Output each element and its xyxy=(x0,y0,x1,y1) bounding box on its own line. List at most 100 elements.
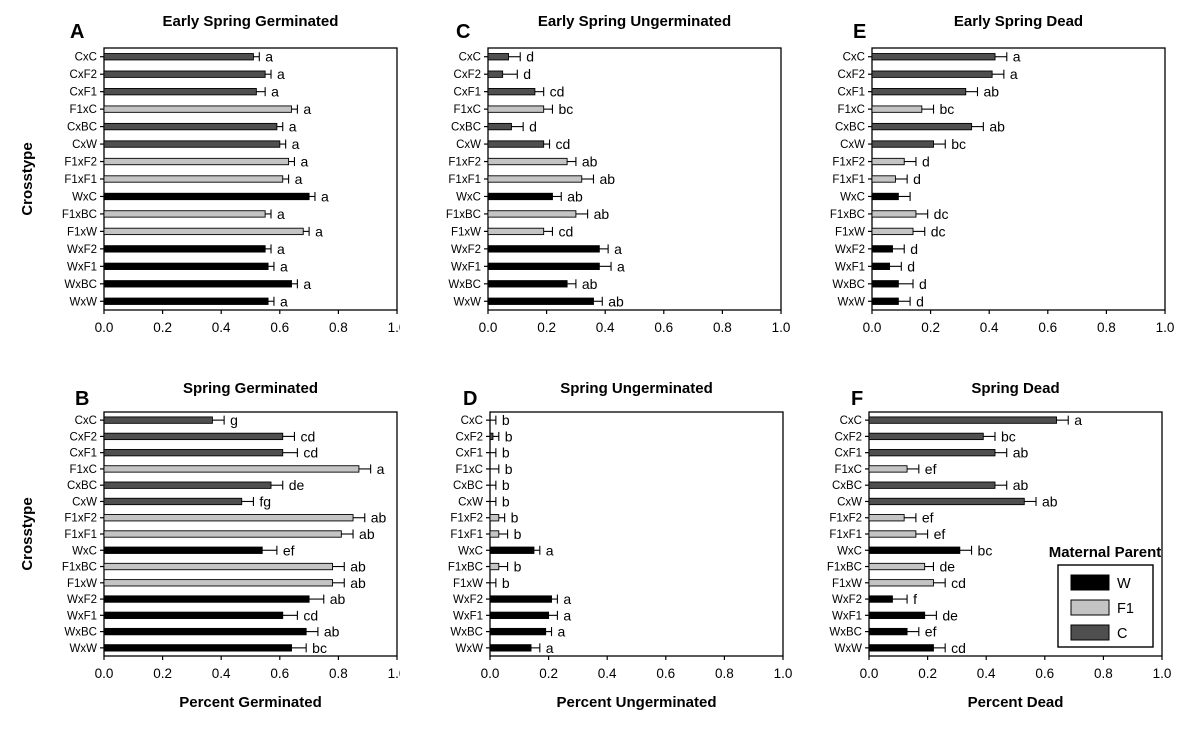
bar xyxy=(871,175,896,183)
category-label: WxW xyxy=(454,296,482,308)
category-label: CxC xyxy=(75,415,97,427)
x-tick-label: 0.8 xyxy=(329,320,348,335)
category-label: F1xF2 xyxy=(448,157,481,169)
category-label: CxW xyxy=(72,496,97,508)
category-label: CxF2 xyxy=(835,431,862,443)
significance-letter: a xyxy=(303,276,311,292)
significance-letter: bc xyxy=(1001,428,1016,444)
significance-letter: a xyxy=(289,119,297,135)
bar xyxy=(487,105,545,113)
bar xyxy=(489,514,500,522)
category-label: F1xBC xyxy=(448,562,483,574)
x-tick-label: 0.4 xyxy=(596,320,615,335)
panel-spring-germinated: B Spring Germinated 0.0 0.2 0.4 0.6 0.8 1.0 CxC g… xyxy=(19,380,400,711)
category-label: WxBC xyxy=(64,279,97,291)
significance-letter: a xyxy=(315,223,323,239)
x-tick-label: 1.0 xyxy=(1156,320,1175,335)
significance-letter: a xyxy=(1010,66,1018,82)
bar xyxy=(871,297,899,305)
significance-letter: a xyxy=(614,241,622,257)
bar xyxy=(103,546,263,554)
x-tick-label: 0.4 xyxy=(212,320,231,335)
x-tick-label: 0.4 xyxy=(212,666,231,681)
x-tick-label: 0.0 xyxy=(481,666,500,681)
category-label: F1xC xyxy=(454,104,481,116)
significance-letter: de xyxy=(289,477,305,493)
significance-letter: b xyxy=(502,412,510,428)
significance-letter: a xyxy=(377,461,385,477)
category-label: WxF1 xyxy=(832,610,862,622)
bar xyxy=(868,481,996,489)
category-label: F1xC xyxy=(70,464,97,476)
panel-letter: D xyxy=(463,388,477,410)
bar xyxy=(871,157,905,166)
significance-letter: d xyxy=(922,154,930,170)
bar xyxy=(489,611,550,619)
bar xyxy=(487,175,583,183)
category-label: CxF1 xyxy=(454,87,481,99)
bar xyxy=(103,70,266,78)
bar xyxy=(871,53,996,61)
category-label: WxBC xyxy=(64,627,97,639)
bar xyxy=(103,644,292,652)
significance-letter: fg xyxy=(259,493,271,509)
x-tick-label: 0.0 xyxy=(95,320,114,335)
x-tick-label: 0.4 xyxy=(977,666,996,681)
bar xyxy=(489,530,500,538)
x-tick-label: 0.8 xyxy=(713,320,732,335)
bar xyxy=(871,227,914,236)
category-label: F1xF1 xyxy=(829,529,862,541)
significance-letter: cd xyxy=(300,428,315,444)
significance-letter: cd xyxy=(303,445,318,461)
significance-letter: bc xyxy=(978,542,993,558)
significance-letter: d xyxy=(526,49,534,65)
significance-letter: ab xyxy=(350,575,366,591)
panel-letter: B xyxy=(75,388,89,410)
significance-letter: cd xyxy=(550,84,565,100)
y-axis-label: Crosstype xyxy=(19,142,36,215)
category-label: F1xW xyxy=(832,578,862,590)
category-label: WxF2 xyxy=(835,244,865,256)
category-label: CxF2 xyxy=(454,69,481,81)
bar xyxy=(868,416,1057,424)
category-label: WxBC xyxy=(450,627,483,639)
bar xyxy=(103,157,290,166)
category-label: WxF2 xyxy=(832,594,862,606)
category-label: CxBC xyxy=(67,480,97,492)
category-label: WxW xyxy=(70,643,98,655)
category-label: F1xC xyxy=(70,104,97,116)
category-label: CxF1 xyxy=(70,448,97,460)
bar xyxy=(103,449,284,457)
significance-letter: f xyxy=(913,591,917,607)
category-label: F1xBC xyxy=(62,209,97,221)
category-label: CxBC xyxy=(835,122,865,134)
significance-letter: d xyxy=(916,293,924,309)
significance-letter: ab xyxy=(567,188,583,204)
bar xyxy=(487,53,509,61)
significance-letter: ab xyxy=(989,119,1005,135)
panel-letter: C xyxy=(456,21,470,43)
category-label: CxC xyxy=(461,415,483,427)
bar xyxy=(487,210,577,218)
significance-letter: b xyxy=(511,510,519,526)
significance-letter: a xyxy=(546,542,554,558)
x-tick-label: 0.0 xyxy=(863,320,882,335)
bar xyxy=(487,122,512,131)
bar xyxy=(103,595,310,603)
category-label: F1xF1 xyxy=(450,529,483,541)
significance-letter: ef xyxy=(925,624,937,640)
category-label: WxW xyxy=(456,643,484,655)
category-label: F1xC xyxy=(456,464,483,476)
significance-letter: a xyxy=(546,640,554,656)
significance-letter: a xyxy=(1074,412,1082,428)
bar xyxy=(868,449,996,457)
bar xyxy=(489,644,532,652)
panel-early-spring-ungerminated: C Early Spring Ungerminated 0.0 0.2 0.4 0.6 0.… xyxy=(446,13,791,335)
significance-letter: bc xyxy=(312,640,327,656)
category-label: WxW xyxy=(70,296,98,308)
x-tick-label: 1.0 xyxy=(774,666,793,681)
bar xyxy=(487,245,600,253)
category-label: CxC xyxy=(840,415,862,427)
category-label: WxF1 xyxy=(835,261,865,273)
panel-letter: F xyxy=(851,388,863,410)
